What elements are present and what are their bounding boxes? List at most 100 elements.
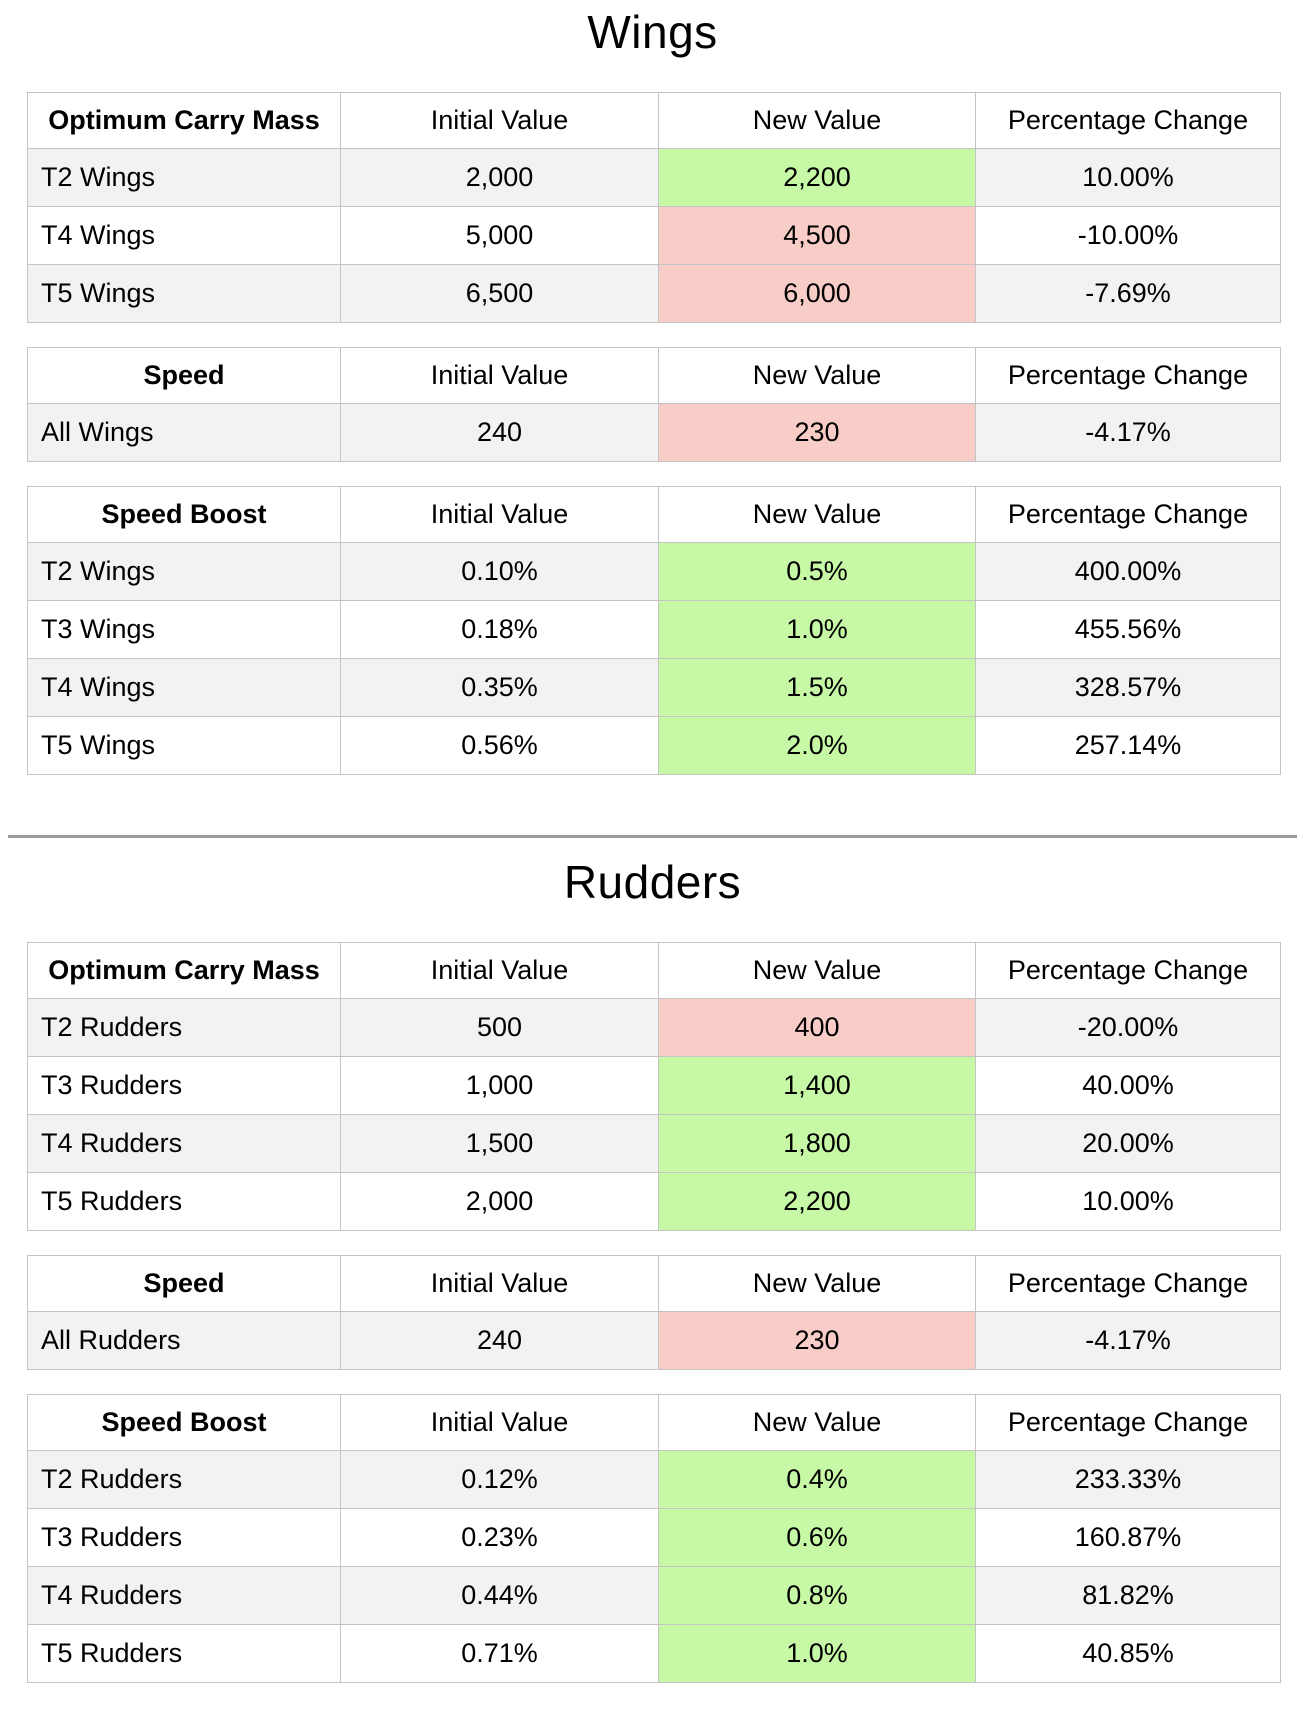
column-header-new-value: New Value	[658, 941, 976, 999]
column-header-new-value: New Value	[658, 485, 976, 543]
percentage-change-cell: 81.82%	[975, 1565, 1281, 1625]
row-label: T4 Rudders	[27, 1565, 341, 1625]
percentage-change-cell: -4.17%	[975, 402, 1281, 462]
initial-value-cell: 2,000	[340, 1171, 659, 1231]
percentage-change-cell: 455.56%	[975, 599, 1281, 659]
stats-table: Optimum Carry Mass Initial Value New Val…	[27, 941, 1281, 1231]
table-header-row: Optimum Carry Mass Initial Value New Val…	[27, 941, 1281, 999]
column-header-initial-value: Initial Value	[340, 91, 659, 149]
new-value-cell-increase: 2.0%	[658, 715, 976, 775]
initial-value-cell: 240	[340, 402, 659, 462]
new-value-cell-decrease: 6,000	[658, 263, 976, 323]
column-header-initial-value: Initial Value	[340, 941, 659, 999]
table-category-header: Speed Boost	[27, 1393, 341, 1451]
table-row: T2 Wings 0.10% 0.5% 400.00%	[27, 541, 1281, 601]
table-category-header: Speed	[27, 1254, 341, 1312]
row-label: T3 Rudders	[27, 1507, 341, 1567]
new-value-cell-increase: 2,200	[658, 1171, 976, 1231]
table-header-row: Speed Initial Value New Value Percentage…	[27, 1254, 1281, 1312]
stats-table: Optimum Carry Mass Initial Value New Val…	[27, 91, 1281, 323]
table-header-row: Optimum Carry Mass Initial Value New Val…	[27, 91, 1281, 149]
new-value-cell-increase: 1.0%	[658, 599, 976, 659]
column-header-initial-value: Initial Value	[340, 485, 659, 543]
row-label: T2 Rudders	[27, 997, 341, 1057]
table-row: T2 Wings 2,000 2,200 10.00%	[27, 147, 1281, 207]
row-label: T5 Wings	[27, 715, 341, 775]
stats-table: Speed Boost Initial Value New Value Perc…	[27, 1393, 1281, 1683]
row-label: T3 Rudders	[27, 1055, 341, 1115]
table-row: T3 Rudders 0.23% 0.6% 160.87%	[27, 1507, 1281, 1567]
percentage-change-cell: -4.17%	[975, 1310, 1281, 1370]
percentage-change-cell: 40.00%	[975, 1055, 1281, 1115]
stats-table: Speed Initial Value New Value Percentage…	[27, 1254, 1281, 1370]
column-header-new-value: New Value	[658, 1254, 976, 1312]
percentage-change-cell: 10.00%	[975, 1171, 1281, 1231]
section: Rudders Optimum Carry Mass Initial Value…	[0, 850, 1305, 1707]
initial-value-cell: 5,000	[340, 205, 659, 265]
new-value-cell-increase: 2,200	[658, 147, 976, 207]
row-label: All Rudders	[27, 1310, 341, 1370]
table-header-row: Speed Boost Initial Value New Value Perc…	[27, 485, 1281, 543]
table-row: All Wings 240 230 -4.17%	[27, 402, 1281, 462]
percentage-change-cell: 10.00%	[975, 147, 1281, 207]
initial-value-cell: 0.23%	[340, 1507, 659, 1567]
table-row: T2 Rudders 500 400 -20.00%	[27, 997, 1281, 1057]
table-row: T5 Rudders 2,000 2,200 10.00%	[27, 1171, 1281, 1231]
percentage-change-cell: 40.85%	[975, 1623, 1281, 1683]
row-label: T4 Wings	[27, 657, 341, 717]
percentage-change-cell: 20.00%	[975, 1113, 1281, 1173]
table-category-header: Optimum Carry Mass	[27, 941, 341, 999]
table-header-row: Speed Initial Value New Value Percentage…	[27, 346, 1281, 404]
table-row: T4 Rudders 1,500 1,800 20.00%	[27, 1113, 1281, 1173]
table-row: T5 Rudders 0.71% 1.0% 40.85%	[27, 1623, 1281, 1683]
section-tables: Optimum Carry Mass Initial Value New Val…	[0, 91, 1305, 775]
new-value-cell-increase: 1,400	[658, 1055, 976, 1115]
table-row: T2 Rudders 0.12% 0.4% 233.33%	[27, 1449, 1281, 1509]
stats-table: Speed Boost Initial Value New Value Perc…	[27, 485, 1281, 775]
percentage-change-cell: 160.87%	[975, 1507, 1281, 1567]
row-label: T2 Rudders	[27, 1449, 341, 1509]
table-row: T4 Wings 0.35% 1.5% 328.57%	[27, 657, 1281, 717]
row-label: All Wings	[27, 402, 341, 462]
initial-value-cell: 1,000	[340, 1055, 659, 1115]
new-value-cell-increase: 1.0%	[658, 1623, 976, 1683]
row-label: T5 Rudders	[27, 1171, 341, 1231]
section-divider	[8, 834, 1297, 838]
column-header-percentage-change: Percentage Change	[975, 1393, 1281, 1451]
percentage-change-cell: 233.33%	[975, 1449, 1281, 1509]
initial-value-cell: 0.18%	[340, 599, 659, 659]
row-label: T2 Wings	[27, 147, 341, 207]
section: Wings Optimum Carry Mass Initial Value N…	[0, 0, 1305, 799]
table-category-header: Speed Boost	[27, 485, 341, 543]
initial-value-cell: 500	[340, 997, 659, 1057]
percentage-change-cell: 257.14%	[975, 715, 1281, 775]
new-value-cell-increase: 1,800	[658, 1113, 976, 1173]
column-header-initial-value: Initial Value	[340, 1393, 659, 1451]
new-value-cell-decrease: 400	[658, 997, 976, 1057]
section-title: Wings	[587, 6, 718, 58]
column-header-percentage-change: Percentage Change	[975, 1254, 1281, 1312]
initial-value-cell: 0.71%	[340, 1623, 659, 1683]
column-header-percentage-change: Percentage Change	[975, 485, 1281, 543]
initial-value-cell: 1,500	[340, 1113, 659, 1173]
row-label: T5 Wings	[27, 263, 341, 323]
initial-value-cell: 0.56%	[340, 715, 659, 775]
table-category-header: Optimum Carry Mass	[27, 91, 341, 149]
column-header-percentage-change: Percentage Change	[975, 941, 1281, 999]
new-value-cell-decrease: 230	[658, 1310, 976, 1370]
section-title: Rudders	[563, 855, 742, 908]
column-header-percentage-change: Percentage Change	[975, 91, 1281, 149]
new-value-cell-increase: 0.8%	[658, 1565, 976, 1625]
stats-table: Speed Initial Value New Value Percentage…	[27, 346, 1281, 462]
new-value-cell-decrease: 4,500	[658, 205, 976, 265]
table-category-header: Speed	[27, 346, 341, 404]
column-header-new-value: New Value	[658, 1393, 976, 1451]
percentage-change-cell: 328.57%	[975, 657, 1281, 717]
initial-value-cell: 0.35%	[340, 657, 659, 717]
column-header-initial-value: Initial Value	[340, 1254, 659, 1312]
table-row: T3 Rudders 1,000 1,400 40.00%	[27, 1055, 1281, 1115]
section-tables: Optimum Carry Mass Initial Value New Val…	[0, 941, 1305, 1683]
percentage-change-cell: -20.00%	[975, 997, 1281, 1057]
table-row: T5 Wings 6,500 6,000 -7.69%	[27, 263, 1281, 323]
